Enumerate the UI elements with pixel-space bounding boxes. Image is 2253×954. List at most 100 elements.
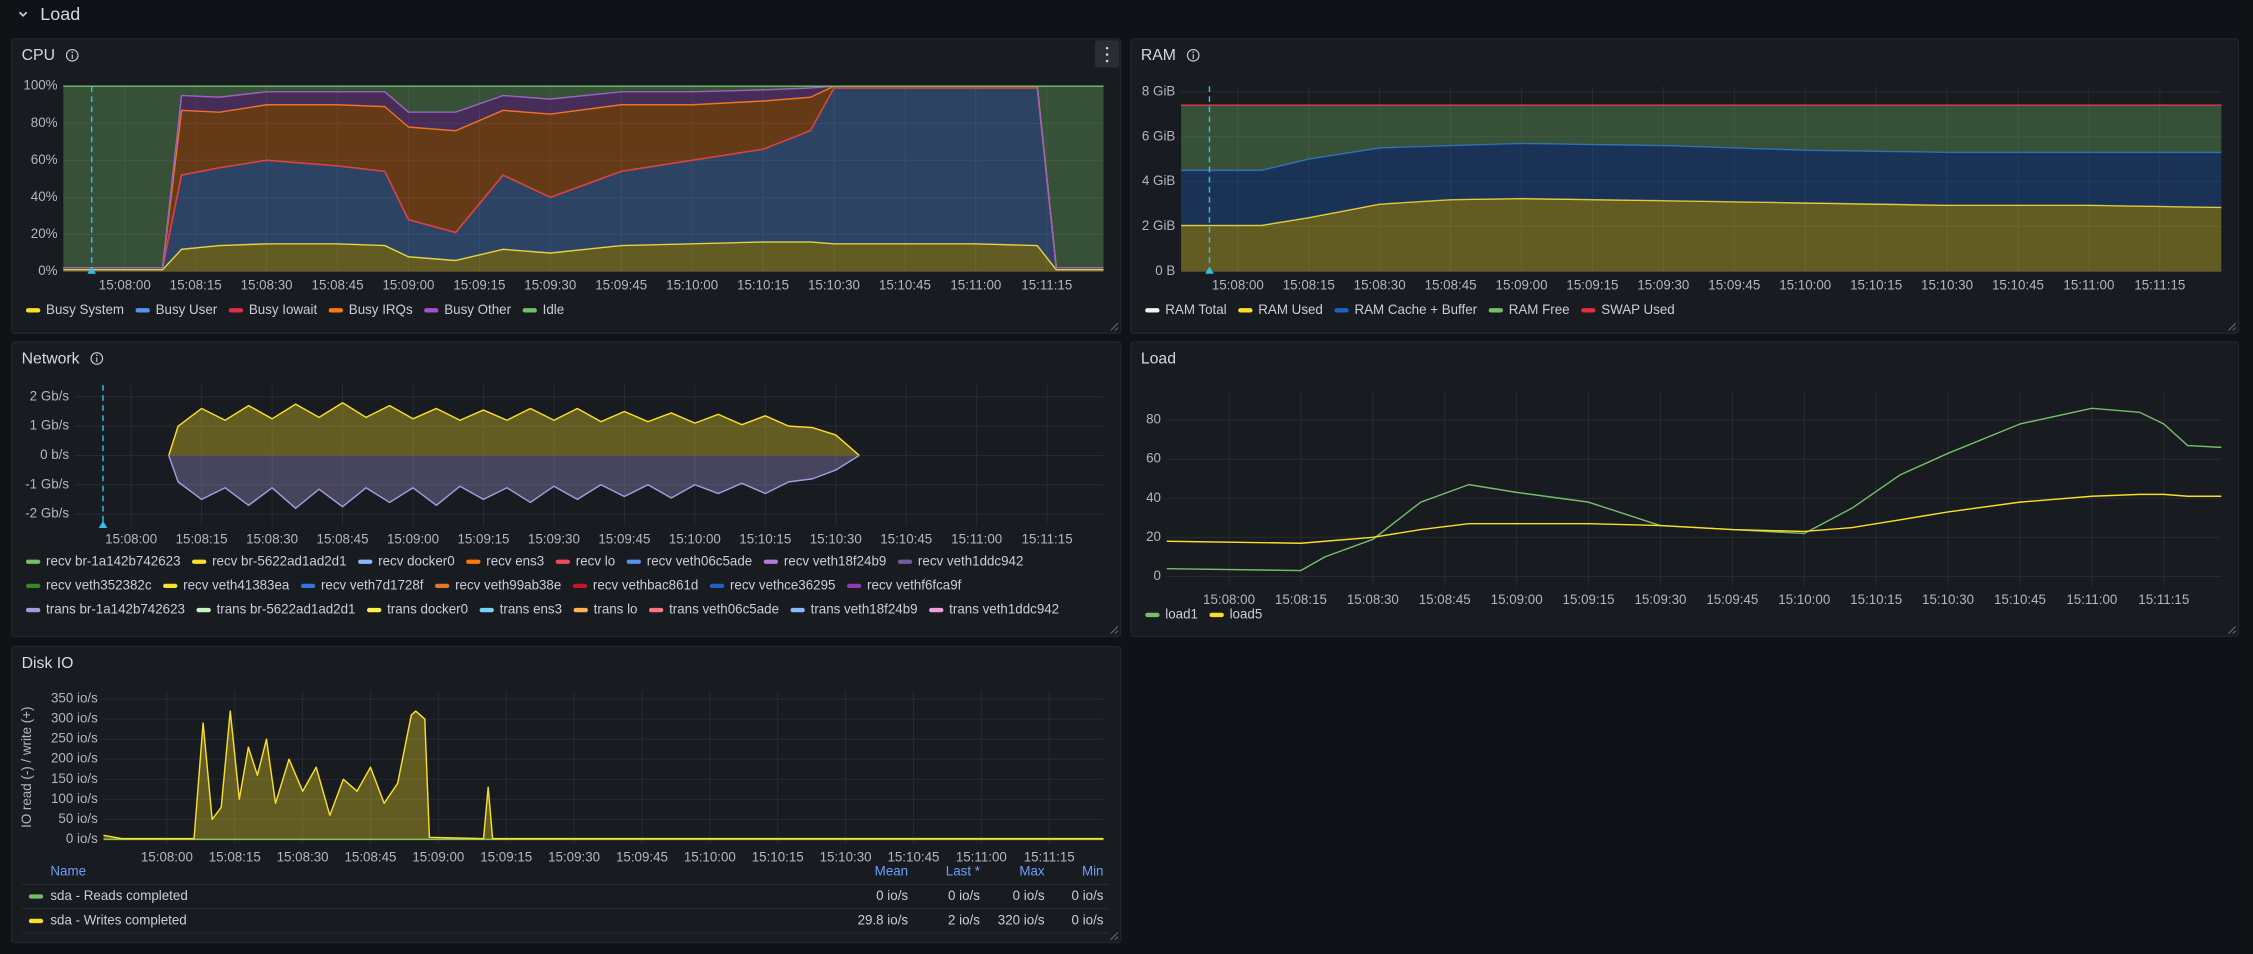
x-tick-label: 15:09:15 (480, 849, 532, 864)
x-tick-label: 15:09:15 (457, 532, 509, 547)
x-tick-label: 15:08:45 (1419, 592, 1471, 607)
x-tick-label: 15:10:45 (879, 277, 931, 292)
info-icon-dot (1192, 51, 1195, 53)
legend-label[interactable]: recv ens3 (486, 553, 544, 568)
legend-label[interactable]: Busy IRQs (349, 302, 413, 317)
legend-stat: 0 io/s (948, 888, 980, 903)
y-tick-label: 20 (1146, 529, 1161, 544)
legend-column-header[interactable]: Max (1019, 864, 1045, 879)
x-tick-label: 15:08:45 (317, 532, 369, 547)
x-tick-label: 15:11:00 (951, 532, 1002, 547)
legend-label[interactable]: recv veth18f24b9 (784, 553, 887, 568)
y-tick-label: 100 io/s (51, 791, 98, 806)
legend-label[interactable]: trans veth1ddc942 (949, 602, 1059, 617)
x-tick-label: 15:09:30 (548, 849, 600, 864)
legend-label[interactable]: Busy System (46, 302, 124, 317)
legend-label[interactable]: sda - Reads completed (50, 888, 187, 903)
legend-label[interactable]: load5 (1230, 606, 1263, 621)
legend-label[interactable]: trans br-5622ad1ad2d1 (217, 602, 356, 617)
info-icon[interactable] (90, 352, 104, 365)
panel (1130, 341, 2240, 638)
x-tick-label: 15:09:00 (1496, 277, 1548, 292)
legend-label[interactable]: RAM Free (1509, 302, 1570, 317)
legend-label[interactable]: Busy Iowait (249, 302, 318, 317)
resize-handle[interactable] (1110, 626, 1119, 634)
legend-label[interactable]: recv docker0 (378, 553, 454, 568)
legend-swatch (1145, 308, 1160, 313)
panel-title: RAM (1141, 47, 1176, 64)
resize-handle[interactable] (2228, 322, 2237, 331)
legend-swatch (626, 559, 642, 564)
info-icon[interactable] (1186, 48, 1200, 62)
info-icon[interactable] (65, 48, 79, 62)
legend-label[interactable]: Idle (543, 302, 565, 317)
row-title[interactable]: Load (40, 4, 80, 24)
legend-label[interactable]: recv veth99ab38e (455, 577, 561, 592)
legend-swatch (479, 607, 494, 613)
legend-column-header[interactable]: Last * (946, 864, 980, 879)
legend-label[interactable]: RAM Used (1258, 302, 1323, 317)
legend-label[interactable]: load1 (1165, 606, 1198, 621)
x-tick-label: 15:10:15 (752, 849, 804, 864)
info-icon-dot (71, 51, 74, 53)
legend-swatch (1209, 612, 1224, 618)
series-area (168, 455, 860, 509)
legend-label[interactable]: trans br-1a142b742623 (46, 602, 185, 617)
x-tick-label: 15:11:00 (950, 277, 1001, 292)
legend-label[interactable]: trans veth06c5ade (669, 602, 779, 617)
legend-label[interactable]: recv veth06c5ade (647, 553, 752, 568)
legend-label[interactable]: RAM Total (1165, 302, 1226, 317)
legend-swatch (28, 918, 44, 924)
resize-handle[interactable] (1110, 322, 1119, 331)
legend-label[interactable]: recv br-5622ad1ad2d1 (212, 553, 346, 568)
x-tick-label: 15:08:00 (105, 532, 157, 547)
legend-label[interactable]: RAM Cache + Buffer (1354, 302, 1477, 317)
legend-label[interactable]: sda - Writes completed (50, 912, 186, 927)
legend-label[interactable]: recv vethce36295 (730, 577, 835, 592)
x-tick-label: 15:11:15 (2138, 592, 2189, 607)
legend-label[interactable]: trans ens3 (500, 602, 562, 617)
legend-label[interactable]: trans docker0 (387, 602, 468, 617)
legend-column-header[interactable]: Mean (875, 864, 908, 879)
legend-label[interactable]: recv br-1a142b742623 (46, 553, 180, 568)
legend-label[interactable]: recv vethbac861d (593, 577, 698, 592)
x-tick-label: 15:10:45 (887, 849, 939, 864)
x-tick-label: 15:08:00 (99, 277, 151, 292)
legend-column-header[interactable]: Min (1082, 864, 1104, 879)
legend-label[interactable]: Busy User (156, 302, 218, 317)
legend-swatch (434, 583, 450, 589)
row-chevron[interactable] (18, 11, 28, 18)
x-tick-label: 15:08:15 (176, 532, 228, 547)
legend-label[interactable]: recv veth7d1728f (321, 577, 424, 592)
series-area (1181, 198, 2222, 272)
legend-stat: 0 io/s (1072, 888, 1104, 903)
legend-label[interactable]: recv veth1ddc942 (918, 553, 1023, 568)
legend-swatch (196, 607, 211, 613)
legend-label[interactable]: recv lo (576, 553, 615, 568)
legend-label[interactable]: recv veth352382c (46, 577, 152, 592)
legend-swatch (648, 607, 664, 613)
annotation-marker[interactable] (98, 520, 108, 529)
resize-handle[interactable] (2228, 626, 2237, 634)
legend-label[interactable]: SWAP Used (1601, 302, 1675, 317)
resize-handle[interactable] (1110, 932, 1119, 940)
series-line (63, 87, 1104, 269)
legend-column-header[interactable]: Name (50, 864, 86, 879)
legend-label[interactable]: recv veth41383ea (183, 577, 290, 592)
legend-label[interactable]: Busy Other (444, 302, 511, 317)
x-tick-label: 15:10:15 (739, 532, 791, 547)
legend-swatch (358, 559, 373, 564)
legend-swatch (28, 894, 44, 899)
panel-menu-dot (1105, 46, 1109, 50)
legend-label[interactable]: trans lo (594, 602, 638, 617)
x-tick-label: 15:09:00 (382, 277, 434, 292)
legend-label[interactable]: recv vethf6fca9f (867, 577, 962, 592)
annotation-marker[interactable] (1205, 266, 1214, 274)
legend-label[interactable]: trans veth18f24b9 (811, 602, 918, 617)
annotation-marker[interactable] (87, 266, 96, 274)
series-area (63, 88, 1104, 270)
series-area (63, 86, 1104, 268)
x-tick-label: 15:11:15 (1021, 277, 1072, 292)
panel-title: CPU (22, 47, 55, 64)
panel (11, 38, 1122, 334)
